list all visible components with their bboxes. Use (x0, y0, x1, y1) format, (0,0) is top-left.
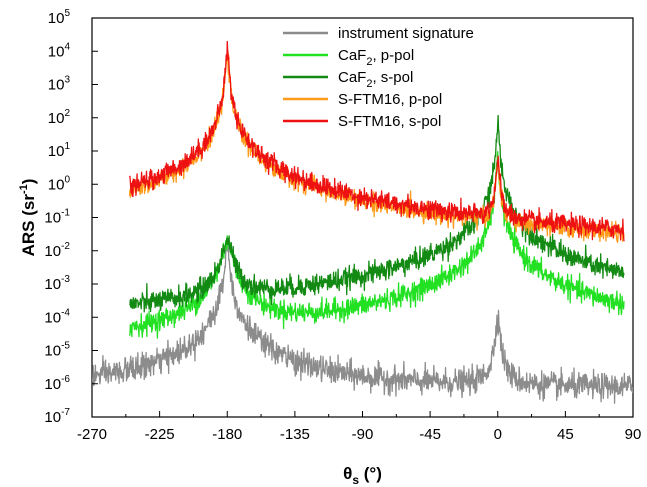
x-tick-label: -90 (352, 426, 374, 443)
legend-label: CaF2, p-pol (338, 47, 414, 68)
legend-label: S-FTM16, p-pol (338, 91, 442, 108)
y-axis-title-close: ) (19, 179, 38, 185)
y-tick-label: 10-2 (44, 241, 70, 260)
series-line (92, 239, 633, 404)
y-axis-title-superscript: -1 (18, 184, 30, 194)
x-axis-title-subscript: s (352, 473, 359, 487)
y-tick-label: 104 (48, 41, 71, 60)
series-line (128, 54, 625, 244)
y-tick-label: 10-3 (44, 274, 70, 293)
x-tick-label: 45 (557, 426, 574, 443)
series-line (128, 40, 625, 242)
legend-label: CaF2, s-pol (338, 69, 413, 90)
legend-label: S-FTM16, s-pol (338, 113, 441, 130)
x-axis: -270 -225 -180 -135 -90 -45 0 45 90 (77, 411, 641, 443)
x-axis-title-unit: (°) (359, 464, 382, 483)
x-tick-label: -45 (419, 426, 441, 443)
x-axis-title: θs (°) (343, 464, 382, 487)
x-tick-label: 90 (625, 426, 642, 443)
y-axis-title-text: ARS (sr (19, 194, 38, 257)
x-axis-title-symbol: θ (343, 464, 352, 483)
y-tick-label: 100 (48, 174, 71, 193)
x-tick-label: -180 (212, 426, 242, 443)
y-tick-label: 101 (48, 141, 71, 160)
x-tick-label: -135 (280, 426, 310, 443)
y-tick-label: 105 (48, 8, 71, 27)
x-tick-label: 0 (494, 426, 502, 443)
y-tick-label: 10-6 (44, 374, 70, 393)
legend-label: instrument signature (338, 25, 474, 42)
y-tick-label: 103 (48, 75, 71, 94)
y-tick-label: 102 (48, 108, 71, 127)
series-line (129, 114, 625, 313)
y-tick-label: 10-1 (44, 208, 70, 227)
y-tick-label: 10-7 (44, 407, 70, 426)
y-axis-title: ARS (sr-1) (18, 179, 38, 257)
x-tick-label: -270 (77, 426, 107, 443)
series-layer (92, 40, 633, 404)
y-tick-label: 10-4 (44, 307, 70, 326)
x-tick-label: -225 (145, 426, 175, 443)
y-tick-label: 10-5 (44, 341, 70, 360)
y-axis: 10-7 10-6 10-5 10-4 10-3 10-2 10-1 100 101 102 103… (44, 8, 98, 426)
